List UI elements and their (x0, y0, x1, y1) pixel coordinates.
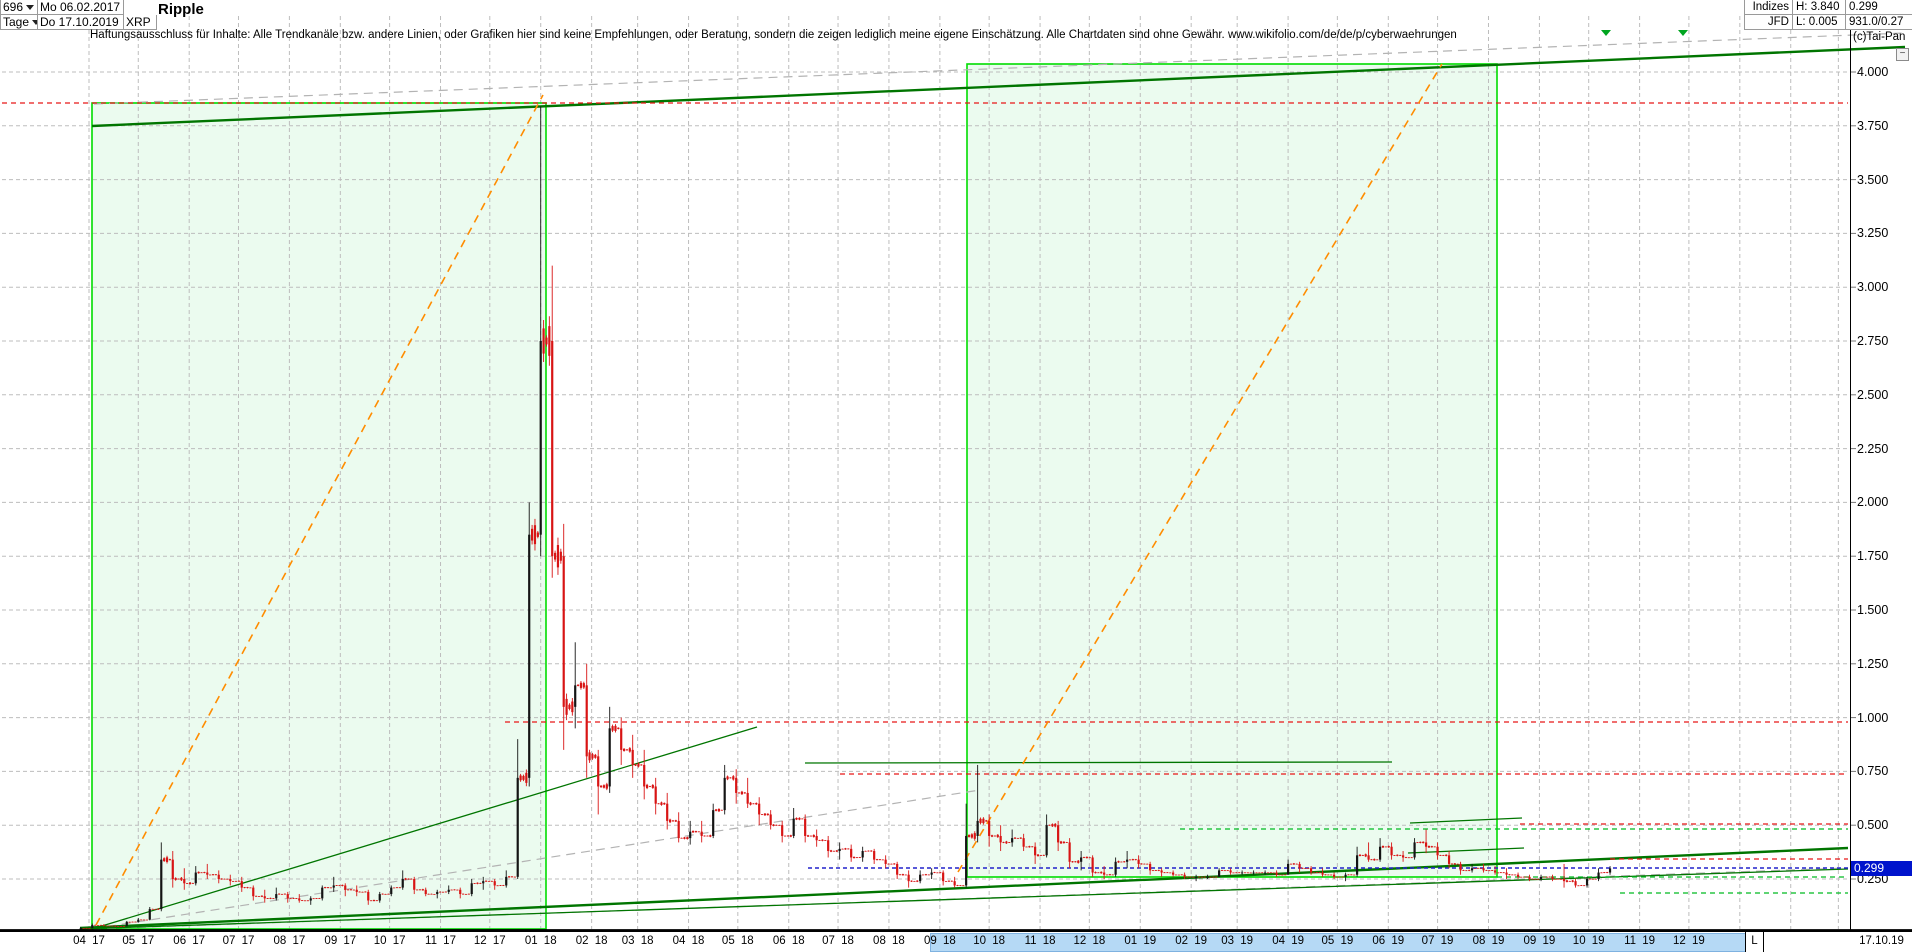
y-axis-label: 3.000 (1857, 280, 1889, 295)
x-axis-label: 12 19 (1673, 935, 1705, 947)
x-axis-label: 01 19 (1124, 935, 1157, 947)
y-axis-label: 0.750 (1857, 764, 1889, 779)
y-axis-label: 2.250 (1857, 441, 1889, 456)
x-axis-label: 07 19 (1421, 935, 1454, 947)
feed-label: JFD (1744, 15, 1792, 30)
y-axis-label: 2.500 (1857, 387, 1889, 402)
y-axis-label: 3.750 (1857, 118, 1889, 133)
x-axis-label: 08 17 (273, 935, 306, 947)
x-axis-label: 08 19 (1472, 935, 1505, 947)
chart-header-right: Indizes H: 3.840 0.299 JFD L: 0.005 931.… (1744, 0, 1912, 30)
x-axis-label: 06 19 (1372, 935, 1405, 947)
x-axis-label: 06 18 (772, 935, 805, 947)
x-axis-label: 01 18 (524, 935, 557, 947)
chevron-down-icon (32, 20, 37, 26)
y-axis-label: 2.750 (1857, 334, 1889, 348)
high-value: H: 3.840 (1792, 0, 1845, 15)
period-value: Tage (3, 15, 30, 29)
x-axis-label: 12 17 (473, 935, 506, 947)
symbol-label: XRP (124, 15, 157, 30)
x-axis-label: 10 18 (973, 935, 1006, 947)
x-axis-label: 07 17 (222, 935, 255, 947)
y-axis-label: 4.000 (1857, 65, 1889, 79)
last-price-header: 0.299 (1845, 0, 1912, 15)
x-axis-label: 03 19 (1221, 935, 1254, 947)
copyright-label: (c)Tai-Pan (1853, 31, 1906, 43)
chart-header-left: 696 Mo 06.02.2017 Tage Do 17.10.2019 XRP (0, 0, 157, 30)
start-date: Mo 06.02.2017 (38, 0, 124, 15)
x-axis-label: 05 18 (721, 935, 754, 947)
period-dropdown[interactable]: Tage (0, 15, 38, 30)
x-axis-label: 11 18 (1024, 935, 1056, 947)
x-axis-label: 05 17 (122, 935, 155, 947)
y-axis-label: 1.500 (1857, 603, 1889, 617)
x-axis-label: 11 17 (425, 935, 456, 947)
x-axis-label: 04 18 (672, 935, 705, 947)
last-date-label: 17.10.19 (1859, 935, 1904, 947)
y-axis-label: 0.500 (1857, 818, 1889, 833)
x-axis-label: 12 18 (1073, 935, 1106, 947)
x-axis-label: 09 18 (923, 935, 956, 947)
bars-count-value: 696 (3, 0, 24, 14)
instrument-name: Ripple (158, 1, 204, 18)
minimize-icon[interactable]: − (1896, 48, 1909, 61)
chevron-down-icon (26, 5, 35, 11)
price-badge: 0.299 (1851, 861, 1912, 876)
x-axis-label: 09 17 (324, 935, 357, 947)
quote-source: Indizes (1744, 0, 1792, 15)
bars-count-dropdown[interactable]: 696 (0, 0, 38, 15)
y-axis-border (1850, 30, 1851, 952)
y-axis-label: 3.500 (1857, 172, 1889, 187)
x-axis-label: 04 17 (73, 935, 105, 947)
x-axis-label: 08 18 (873, 935, 905, 947)
y-axis-label: 2.000 (1857, 495, 1889, 510)
low-value: L: 0.005 (1792, 15, 1845, 30)
volume-info: 931.0/0.27 (1845, 15, 1912, 30)
y-axis-label: 1.250 (1857, 656, 1889, 671)
x-axis-label: 03 18 (621, 935, 654, 947)
y-axis-label: 1.000 (1857, 710, 1889, 725)
x-axis-label: 11 19 (1624, 935, 1656, 947)
y-axis-label: 1.750 (1857, 549, 1889, 564)
x-axis-label: 07 18 (822, 935, 854, 947)
x-axis-label: 05 19 (1321, 935, 1354, 947)
x-axis-label: 09 19 (1523, 935, 1556, 947)
x-axis-label: 02 18 (575, 935, 608, 947)
y-axis-label: 3.250 (1857, 226, 1889, 241)
x-axis-label: 04 19 (1272, 935, 1304, 947)
last-bar-marker: L (1745, 932, 1764, 952)
disclaimer-text: Haftungsausschluss für Inhalte: Alle Tre… (90, 29, 1457, 41)
end-date: Do 17.10.2019 (38, 15, 124, 30)
x-axis-label: 02 19 (1175, 935, 1208, 947)
x-axis-label: 10 19 (1572, 935, 1605, 947)
x-axis-label: 10 17 (373, 935, 406, 947)
x-axis-label: 06 17 (173, 935, 206, 947)
